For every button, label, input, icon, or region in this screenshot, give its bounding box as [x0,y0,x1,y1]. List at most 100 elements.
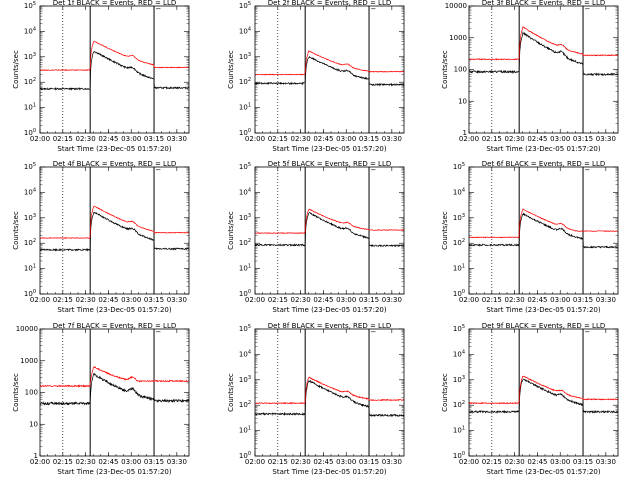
x-tick-label: 02:45 [527,296,547,304]
y-tick-label: 102 [239,238,251,247]
chart-panel-7: Det 7f BLACK = Events, RED = LLD Counts/s… [12,322,190,476]
series-lld-line [468,375,619,405]
x-axis-label: Start Time (23-Dec-05 01:57:20) [486,468,600,476]
y-tick-exponent: 4 [248,26,251,32]
y-tick-label: 10000 [16,325,38,333]
x-tick-label: 03:30 [167,296,187,304]
y-tick-exponent: 0 [248,451,251,457]
x-tick-label: 02:45 [527,458,547,466]
x-tick-label: 02:15 [53,458,73,466]
x-tick-label: 02:15 [53,135,73,143]
x-tick-label: 03:15 [144,458,164,466]
y-tick-label: 101 [239,103,251,112]
y-tick-exponent: 1 [462,426,465,432]
x-tick-label: 02:45 [98,135,118,143]
x-tick-label: 03:15 [573,135,593,143]
y-tick-label: 100 [25,389,38,397]
chart-panel-9: Det 9f BLACK = Events, RED = LLD Counts/s… [441,322,619,476]
y-tick-exponent: 3 [33,213,36,219]
x-tick-label: 02:15 [482,296,502,304]
y-axis-label: Counts/sec [12,50,20,89]
x-tick-label: 02:30 [291,296,311,304]
x-tick-label: 03:30 [382,458,402,466]
x-axis-label: Start Time (23-Dec-05 01:57:20) [57,468,171,476]
y-tick-exponent: 4 [462,349,465,355]
x-tick-label: 02:30 [76,296,96,304]
plot-frame [468,328,619,457]
y-tick-exponent: 3 [462,375,465,381]
series-lld-line [468,26,619,61]
x-tick-label: 03:15 [573,296,593,304]
x-axis-label: Start Time (23-Dec-05 01:57:20) [272,145,386,153]
y-tick-label: 102 [239,400,251,409]
y-tick-label: 10 [458,97,467,105]
y-tick-exponent: 5 [462,324,465,330]
x-tick-label: 02:45 [313,135,333,143]
y-tick-label: 101 [453,264,465,273]
chart-panel-4: Det 4f BLACK = Events, RED = LLD Counts/s… [12,160,190,314]
chart-title: Det 2f BLACK = Events, RED = LLD [268,0,391,7]
chart-title: Det 5f BLACK = Events, RED = LLD [268,160,391,168]
x-axis-label: Start Time (23-Dec-05 01:57:20) [57,306,171,314]
y-tick-label: 100 [24,128,36,137]
interval-marker-glyph: Ⲻ [585,330,590,338]
series-lld-line [254,208,405,235]
y-tick-label: 103 [239,213,251,222]
y-tick-label: 101 [24,264,36,273]
y-tick-exponent: 1 [248,264,251,270]
x-tick-label: 02:00 [459,296,479,304]
x-tick-label: 02:00 [245,458,265,466]
x-tick-label: 02:30 [505,296,525,304]
series-events-line [39,211,190,252]
x-tick-label: 02:30 [76,458,96,466]
y-tick-exponent: 2 [462,400,465,406]
series-events-line [468,212,619,249]
x-tick-label: 02:00 [459,135,479,143]
y-tick-exponent: 0 [248,289,251,295]
x-tick-label: 02:15 [268,458,288,466]
y-axis-label: Counts/sec [12,211,20,250]
y-tick-exponent: 1 [462,264,465,270]
x-tick-label: 02:30 [291,458,311,466]
chart-title: Det 1f BLACK = Events, RED = LLD [53,0,176,7]
x-tick-label: 03:30 [167,135,187,143]
plot-frame [254,166,405,295]
x-tick-label: 03:15 [144,296,164,304]
x-tick-label: 02:30 [505,458,525,466]
y-tick-exponent: 4 [33,187,36,193]
y-axis-label: Counts/sec [227,50,235,89]
x-tick-label: 03:30 [596,296,616,304]
y-tick-label: 101 [239,426,251,435]
y-axis-label: Counts/sec [227,373,235,412]
y-tick-label: 100 [239,451,251,460]
y-tick-exponent: 0 [462,289,465,295]
chart-panel-5: Det 5f BLACK = Events, RED = LLD Counts/s… [227,160,405,314]
interval-marker-glyph: Ⲻ [156,7,161,15]
series-events-line [39,372,190,406]
plot-frame [254,5,405,134]
y-tick-exponent: 4 [462,187,465,193]
x-tick-label: 02:15 [268,135,288,143]
series-lld-line [254,49,405,76]
x-tick-label: 02:00 [30,135,50,143]
y-tick-label: 104 [24,26,36,35]
y-tick-label: 103 [239,52,251,61]
x-tick-label: 02:15 [482,135,502,143]
plot-frame [254,328,405,457]
x-tick-label: 03:30 [167,458,187,466]
y-tick-exponent: 4 [248,187,251,193]
y-tick-label: 101 [239,264,251,273]
interval-marker-glyph: Ⲻ [156,168,161,176]
y-tick-exponent: 0 [33,128,36,134]
series-events-line [254,55,405,87]
x-axis-label: Start Time (23-Dec-05 01:57:20) [272,468,386,476]
y-tick-label: 1000 [20,357,38,365]
x-tick-label: 02:00 [245,135,265,143]
x-tick-label: 02:15 [53,296,73,304]
x-tick-label: 03:00 [336,296,356,304]
series-events-line [254,380,405,418]
y-axis-label: Counts/sec [12,373,20,412]
y-tick-exponent: 5 [248,1,251,7]
y-tick-exponent: 3 [462,213,465,219]
y-tick-exponent: 2 [33,77,36,83]
